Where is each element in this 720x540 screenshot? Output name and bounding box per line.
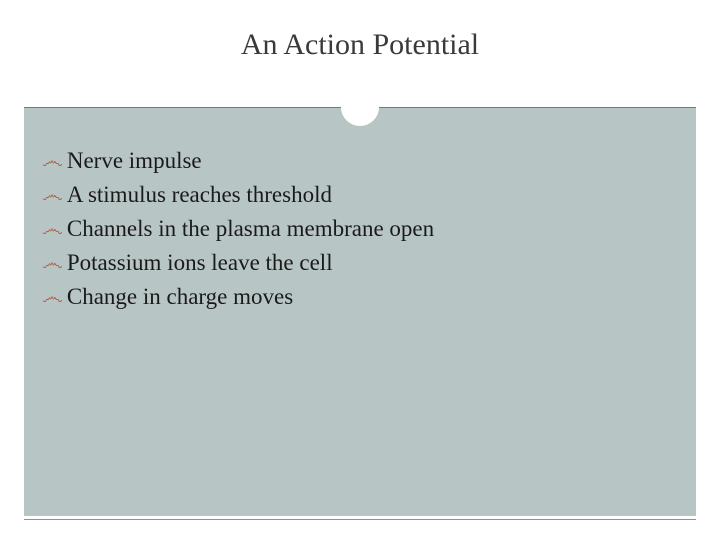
slide-title: An Action Potential	[0, 0, 720, 62]
bullet-text: Change in charge moves	[67, 282, 293, 312]
bullet-icon: ෴	[42, 248, 63, 278]
bullet-icon: ෴	[42, 180, 63, 210]
list-item: ෴ Potassium ions leave the cell	[42, 248, 678, 278]
title-area: An Action Potential	[0, 0, 720, 100]
bullet-list: ෴ Nerve impulse ෴ A stimulus reaches thr…	[42, 146, 678, 312]
list-item: ෴ Channels in the plasma membrane open	[42, 214, 678, 244]
slide: An Action Potential ෴ Nerve impulse ෴ A …	[0, 0, 720, 540]
bullet-icon: ෴	[42, 282, 63, 312]
bullet-text: Potassium ions leave the cell	[67, 248, 333, 278]
divider-circle-icon	[342, 89, 378, 125]
bottom-divider-line	[24, 519, 696, 520]
bullet-text: Nerve impulse	[67, 146, 202, 176]
bullet-text: A stimulus reaches threshold	[67, 180, 332, 210]
list-item: ෴ Nerve impulse	[42, 146, 678, 176]
list-item: ෴ A stimulus reaches threshold	[42, 180, 678, 210]
bullet-icon: ෴	[42, 214, 63, 244]
list-item: ෴ Change in charge moves	[42, 282, 678, 312]
bullet-text: Channels in the plasma membrane open	[67, 214, 434, 244]
bullet-icon: ෴	[42, 146, 63, 176]
content-area: ෴ Nerve impulse ෴ A stimulus reaches thr…	[24, 108, 696, 516]
